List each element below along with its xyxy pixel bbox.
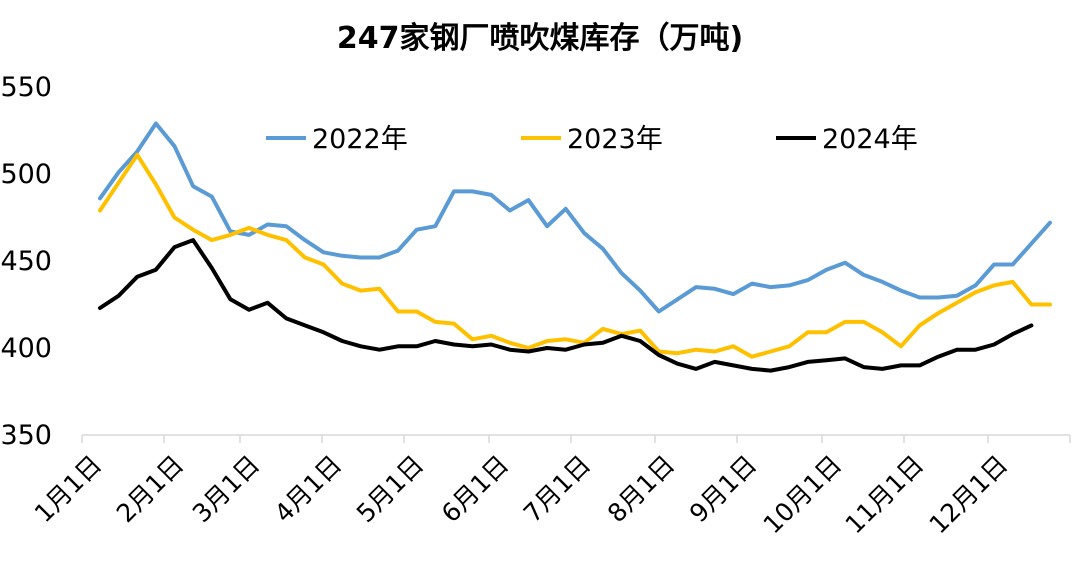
legend-label-3: 2024年 <box>822 124 918 155</box>
legend-label-2: 2023年 <box>567 124 663 155</box>
x-tick-label: 11月1日 <box>840 450 930 540</box>
x-tick-label: 5月1日 <box>351 450 429 528</box>
y-tick-label: 400 <box>0 333 52 364</box>
x-tick-label: 4月1日 <box>269 450 347 528</box>
y-tick-label: 350 <box>0 420 52 451</box>
x-tick-label: 8月1日 <box>602 450 680 528</box>
x-tick-label: 1月1日 <box>29 450 107 528</box>
x-tick-label: 12月1日 <box>924 450 1014 540</box>
y-tick-label: 450 <box>0 246 52 277</box>
x-tick-label: 10月1日 <box>758 450 848 540</box>
legend: 2022年 2023年 2024年 <box>266 124 918 155</box>
series-line-2 <box>98 152 1052 359</box>
series-layer <box>98 121 1052 373</box>
series-line-3 <box>98 238 1034 373</box>
y-tick-label: 550 <box>0 72 52 103</box>
x-tick-label: 7月1日 <box>518 450 596 528</box>
legend-label-1: 2022年 <box>312 124 408 155</box>
x-tick-label: 9月1日 <box>684 450 762 528</box>
x-tick-label: 3月1日 <box>187 450 265 528</box>
x-tick-label: 6月1日 <box>436 450 514 528</box>
x-tick-label: 2月1日 <box>111 450 189 528</box>
chart-title: 247家钢厂喷吹煤库存（万吨) <box>337 21 743 56</box>
y-tick-label: 500 <box>0 159 52 190</box>
